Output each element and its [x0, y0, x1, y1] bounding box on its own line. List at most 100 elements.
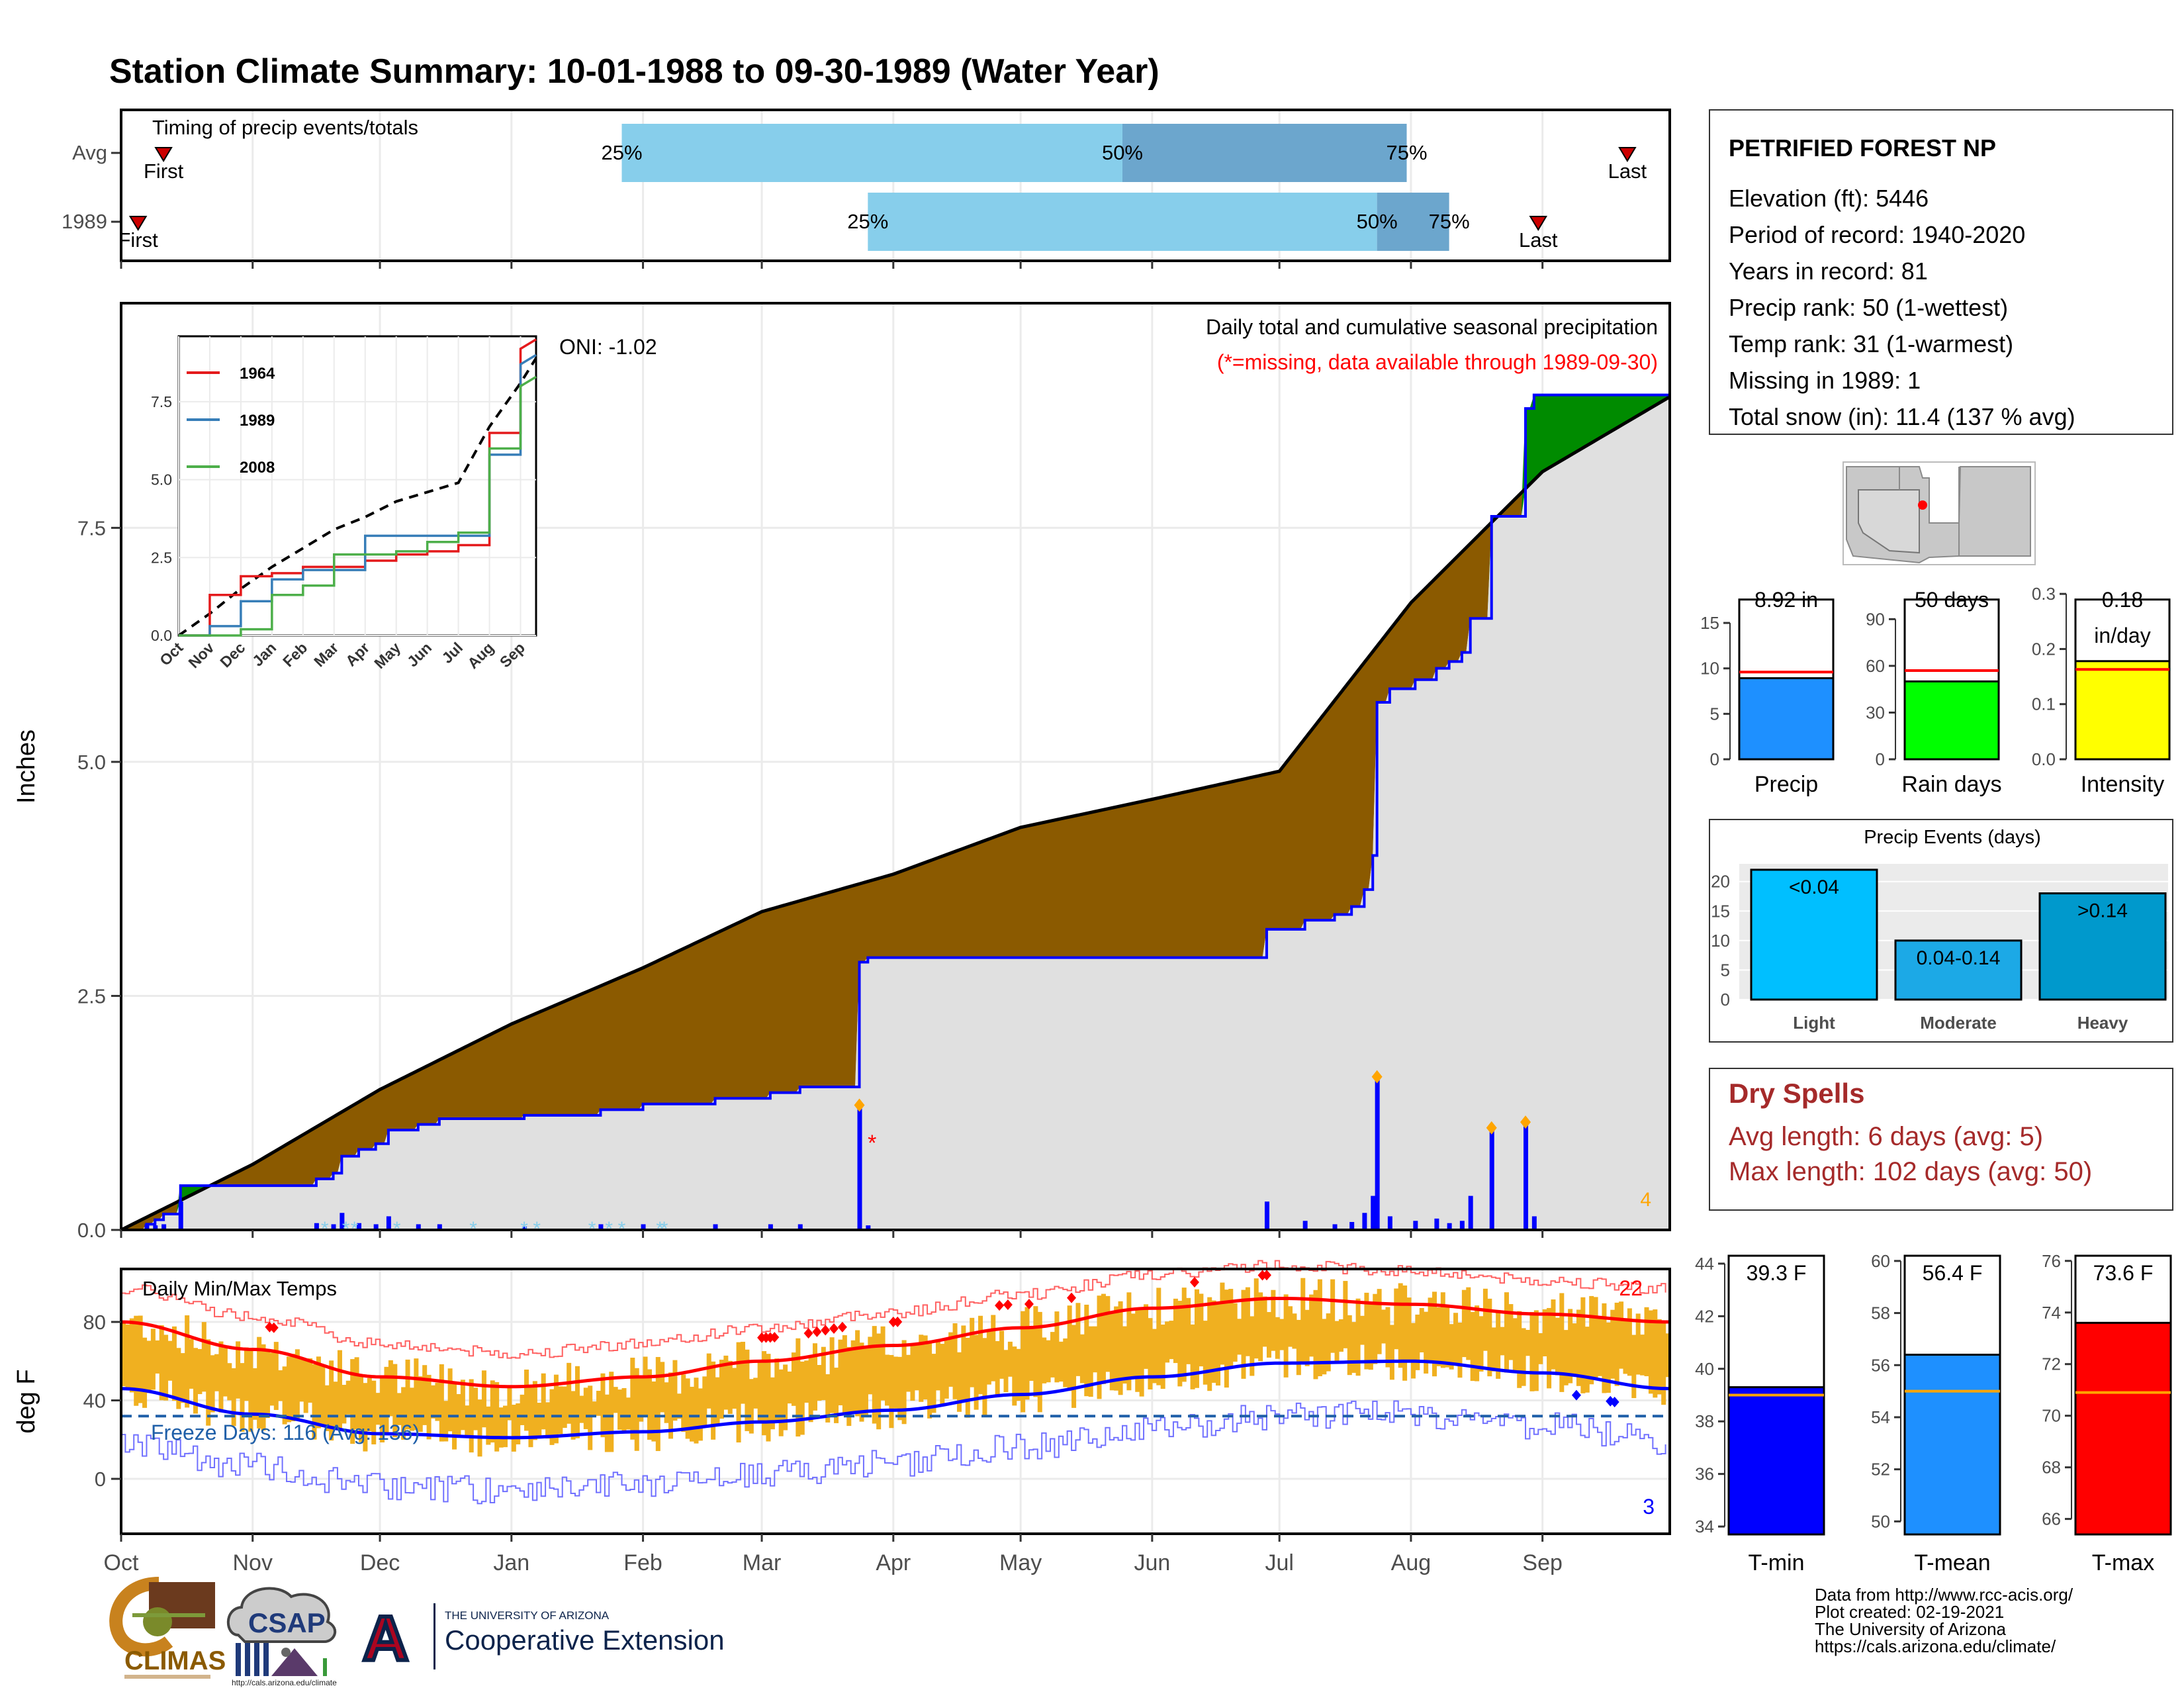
temp-ytick-label: 80: [83, 1311, 106, 1334]
daily-temp-bar: [1457, 1322, 1463, 1378]
daily-temp-bar: [1428, 1297, 1433, 1362]
university-of-arizona-logo: A THE UNIVERSITY OF ARIZONA Cooperative …: [361, 1601, 725, 1676]
daily-temp-bar: [265, 1350, 270, 1419]
summary-bar-label: Precip: [1754, 772, 1818, 797]
daily-temp-bar: [1500, 1327, 1505, 1356]
daily-temp-bar: [1360, 1315, 1365, 1345]
daily-temp-bar: [1105, 1295, 1111, 1372]
daily-temp-bar: [711, 1361, 716, 1440]
daily-temp-bar: [1440, 1292, 1445, 1368]
climas-logo: CLIMAS: [109, 1577, 226, 1679]
daily-temp-bar: [1253, 1278, 1259, 1359]
daily-temp-bar: [1190, 1324, 1195, 1389]
record-high-marker: [821, 1325, 831, 1336]
daily-temp-bar: [167, 1340, 173, 1381]
daily-temp-bar: [1402, 1285, 1408, 1381]
events-bar-label: Light: [1793, 1013, 1835, 1033]
month-label: Jan: [493, 1550, 529, 1575]
daily-temp-bar: [431, 1385, 436, 1419]
daily-temp-bar: [1665, 1333, 1670, 1378]
daily-temp-bar: [1432, 1291, 1437, 1377]
daily-temp-bar: [706, 1353, 711, 1409]
daily-temp-bar: [850, 1340, 856, 1412]
daily-temp-bar: [163, 1335, 169, 1401]
daily-temp-bar: [494, 1382, 500, 1452]
precip-daily-bar: [357, 1223, 362, 1230]
timing-first-label-1: First: [118, 228, 159, 252]
daily-temp-bar: [834, 1368, 839, 1423]
daily-temp-bar: [741, 1341, 746, 1404]
daily-temp-bar: [299, 1359, 304, 1402]
daily-temp-bar: [553, 1374, 559, 1444]
inset-ytick-label: 5.0: [151, 471, 172, 489]
precip-daily-bar: [1387, 1216, 1392, 1230]
month-label: Dec: [360, 1550, 400, 1575]
summary-bar-2: [2074, 660, 2171, 761]
temp-bar-value: 56.4 F: [1923, 1261, 1983, 1285]
daily-temp-bar: [923, 1335, 928, 1400]
station-detail-line: Period of record: 1940-2020: [1729, 221, 2025, 248]
station-detail-line: Temp rank: 31 (1-warmest): [1729, 330, 2013, 357]
month-label: Feb: [623, 1550, 662, 1575]
temp-bar-tick-label: 72: [2042, 1354, 2061, 1374]
station-detail-line: Precip rank: 50 (1-wettest): [1729, 294, 2008, 321]
daily-temp-bar: [804, 1360, 809, 1403]
daily-temp-bar: [991, 1315, 996, 1382]
ua-block-a: A: [363, 1603, 408, 1674]
daily-temp-bar: [1139, 1309, 1144, 1397]
timing-p75-label-1: 75%: [1429, 210, 1470, 233]
daily-temp-bar: [1152, 1329, 1157, 1383]
temp-bar-label: T-min: [1749, 1550, 1805, 1575]
precip-daily-bar: [1375, 1076, 1380, 1230]
station-detail-line: Years in record: 81: [1729, 258, 1928, 285]
daily-temp-bar: [1508, 1304, 1514, 1360]
temp-bar-tick-label: 34: [1695, 1517, 1714, 1536]
daily-temp-bar: [1186, 1297, 1191, 1364]
daily-temp-bar: [333, 1382, 338, 1427]
daily-temp-bar: [1024, 1307, 1030, 1400]
timing-last-marker-0: [1618, 147, 1637, 162]
daily-temp-bar: [1241, 1289, 1246, 1379]
daily-temp-bar: [392, 1364, 398, 1438]
month-label: Jul: [1265, 1550, 1293, 1575]
precip-event-marker: [854, 1098, 865, 1112]
daily-temp-bar: [1216, 1303, 1221, 1386]
timing-bar-50-75-1: [1377, 193, 1449, 251]
temp-bar-tick-label: 58: [1871, 1303, 1890, 1323]
logos: CLIMAS CSAP http://cals.arizona.edu/clim…: [109, 1577, 725, 1687]
daily-temp-bar: [1576, 1309, 1581, 1386]
summary-bar-tick-label: 15: [1700, 613, 1719, 633]
temp-bar-tick-label: 74: [2042, 1303, 2061, 1323]
daily-temp-bar: [778, 1369, 784, 1436]
daily-temp-bar: [329, 1360, 334, 1441]
daily-temp-bar: [1207, 1297, 1212, 1391]
daily-temp-bar: [846, 1346, 852, 1427]
daily-temp-bar: [859, 1342, 864, 1422]
daily-temp-bar: [537, 1403, 542, 1438]
precip-daily-bar: [1371, 1196, 1376, 1230]
daily-temp-bar: [257, 1336, 262, 1429]
daily-temp-bar: [812, 1343, 817, 1411]
daily-temp-bar: [855, 1330, 860, 1417]
temp-bar-tick-label: 60: [1871, 1251, 1890, 1271]
daily-temp-bar: [1584, 1327, 1590, 1393]
daily-temp-bar: [745, 1349, 750, 1431]
events-tick-label: 10: [1711, 931, 1730, 951]
daily-temp-bar: [1529, 1312, 1535, 1391]
daily-temp-bar: [1211, 1300, 1216, 1383]
temp-y-axis: 0 40 80: [83, 1311, 121, 1491]
daily-temp-bar: [1114, 1306, 1119, 1391]
daily-temp-bar: [171, 1326, 177, 1401]
dry-spells-title: Dry Spells: [1729, 1078, 1864, 1109]
daily-temp-bar: [774, 1358, 780, 1421]
daily-temp-bar: [1148, 1318, 1153, 1389]
daily-temp-bar: [125, 1324, 130, 1389]
daily-temp-bar: [1580, 1297, 1586, 1393]
daily-temp-bar: [762, 1351, 767, 1436]
daily-temp-bar: [244, 1347, 249, 1401]
events-bar-range: >0.14: [2077, 900, 2128, 922]
precip-daily-bar: [522, 1226, 527, 1230]
summary-bar-tick-label: 60: [1866, 656, 1885, 676]
daily-temp-bar: [893, 1356, 898, 1409]
